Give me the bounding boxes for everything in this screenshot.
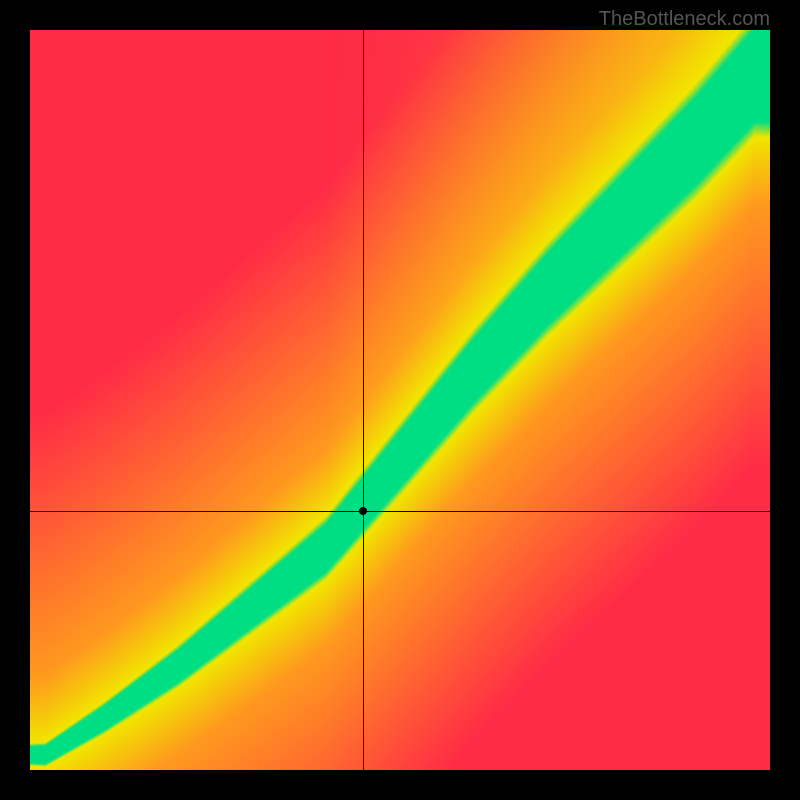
watermark-text: TheBottleneck.com: [599, 8, 770, 31]
heatmap-canvas: [30, 30, 770, 770]
bottleneck-heatmap: [30, 30, 770, 770]
crosshair-vertical: [363, 30, 364, 770]
crosshair-horizontal: [30, 511, 770, 512]
crosshair-marker: [359, 507, 367, 515]
